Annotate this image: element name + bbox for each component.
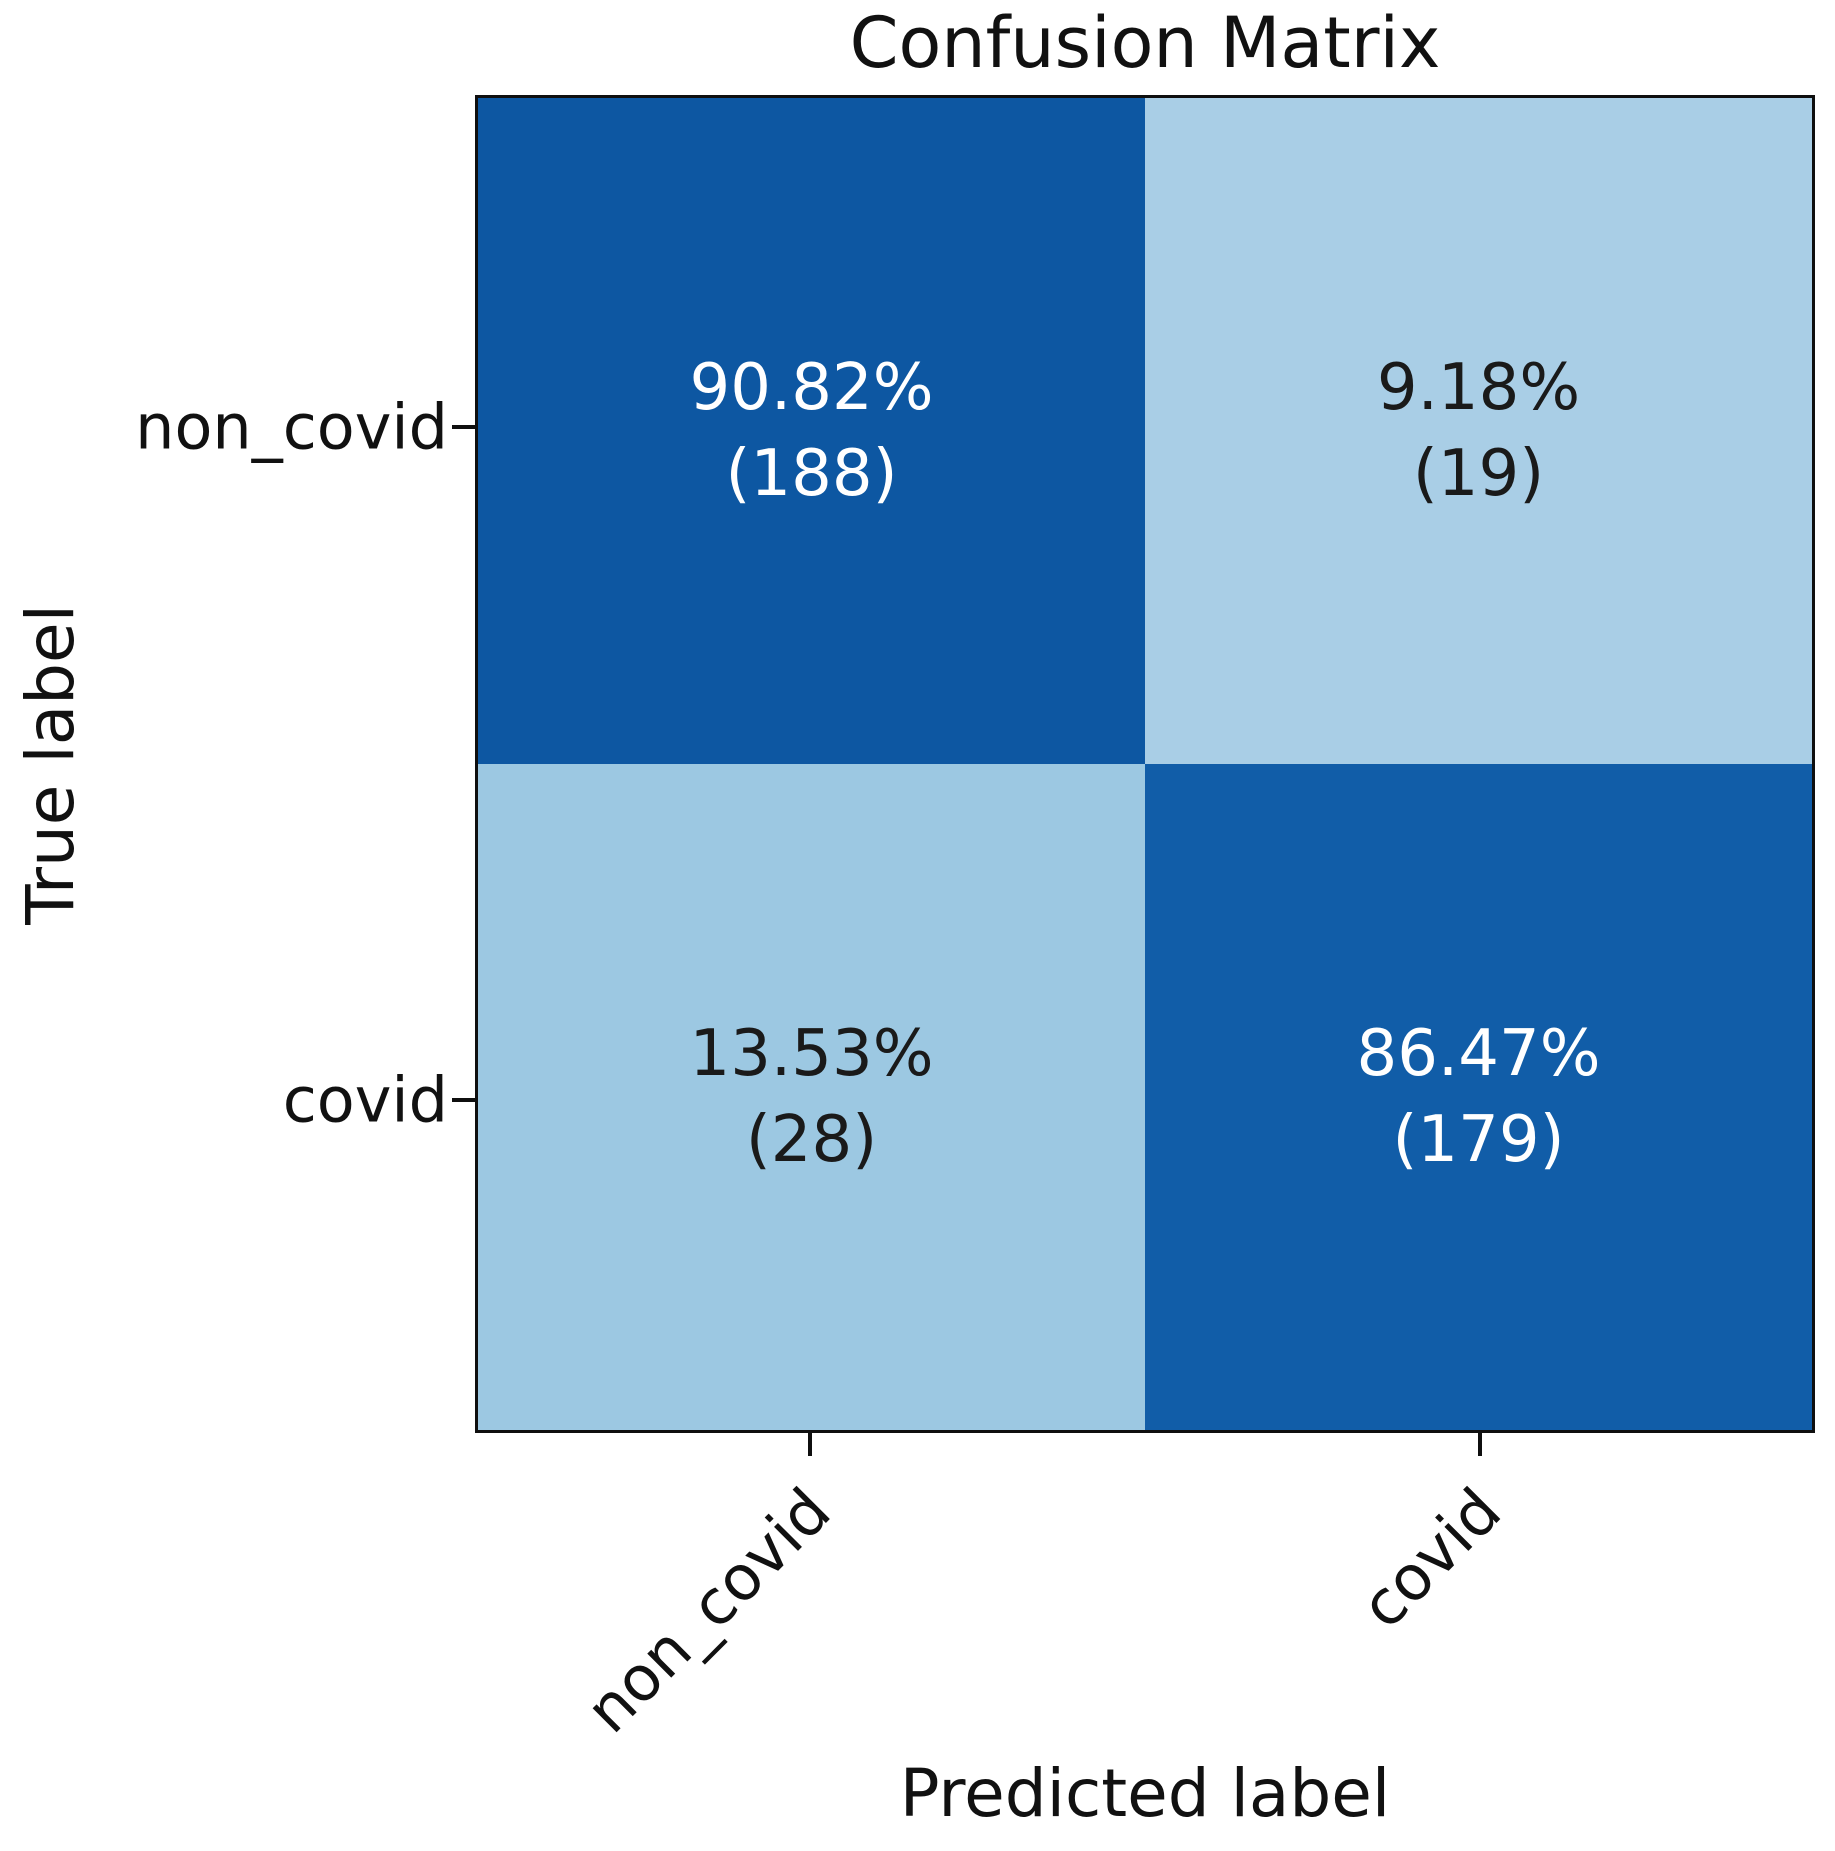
y-tick-mark-non-covid bbox=[452, 425, 475, 429]
cell-count-value: (28) bbox=[745, 1103, 878, 1177]
y-axis-label: True label bbox=[11, 603, 89, 925]
cell-count-value: (188) bbox=[725, 437, 898, 511]
matrix-plot-area: 90.82% (188) 9.18% (19) 13.53% (28) 86.4… bbox=[475, 95, 1815, 1433]
matrix-cell-true-covid-pred-noncovid: 13.53% (28) bbox=[478, 764, 1145, 1430]
x-tick-label-non-covid: non_covid bbox=[571, 1474, 845, 1747]
cell-percent-value: 86.47% bbox=[1356, 1016, 1601, 1091]
cell-count-value: (19) bbox=[1412, 437, 1545, 511]
x-tick-mark-covid bbox=[1478, 1433, 1482, 1456]
x-tick-label-covid: covid bbox=[1346, 1474, 1515, 1643]
matrix-cell-true-noncovid-pred-covid: 9.18% (19) bbox=[1145, 98, 1812, 764]
cell-percent-value: 13.53% bbox=[689, 1016, 934, 1091]
x-tick-mark-non-covid bbox=[808, 1433, 812, 1456]
y-axis-label-container: True label bbox=[10, 95, 90, 1433]
chart-title: Confusion Matrix bbox=[849, 2, 1441, 84]
y-tick-label-covid: covid bbox=[282, 1063, 448, 1137]
y-tick-label-non-covid: non_covid bbox=[135, 390, 448, 464]
cell-percent-value: 90.82% bbox=[689, 350, 934, 425]
x-axis-label: Predicted label bbox=[899, 1755, 1391, 1832]
cell-percent-value: 9.18% bbox=[1376, 350, 1581, 425]
y-tick-mark-covid bbox=[452, 1098, 475, 1102]
matrix-cell-true-noncovid-pred-noncovid: 90.82% (188) bbox=[478, 98, 1145, 764]
cell-count-value: (179) bbox=[1392, 1103, 1565, 1177]
matrix-cell-true-covid-pred-covid: 86.47% (179) bbox=[1145, 764, 1812, 1430]
